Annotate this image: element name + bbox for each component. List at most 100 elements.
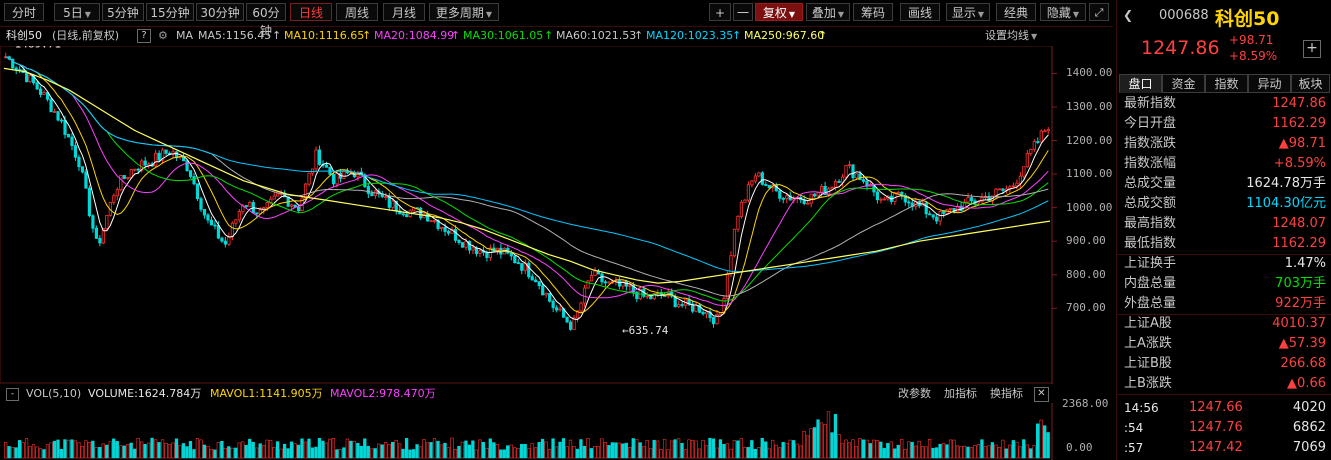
- volume-bar: [28, 446, 32, 459]
- candle-body: [1029, 148, 1033, 154]
- candle-body: [527, 262, 531, 278]
- volume-bar: [575, 448, 580, 459]
- candle-body: [387, 196, 391, 208]
- tab-daily[interactable]: 日线: [290, 3, 332, 21]
- tab-sector[interactable]: 板块: [1291, 74, 1330, 93]
- mavol2-value: MAVOL2:978.470万: [330, 387, 436, 400]
- adjust-rights-button[interactable]: 复权 ▼: [755, 3, 803, 21]
- volume-bar: [331, 438, 336, 459]
- volume-bar: [903, 449, 907, 459]
- price-tick-label: 1100.00: [1066, 167, 1113, 181]
- candle-body: [206, 214, 210, 221]
- candle-body: [112, 195, 116, 203]
- volume-bar: [1039, 419, 1043, 459]
- volume-bar: [87, 442, 91, 459]
- volume-bar: [324, 442, 329, 459]
- tab-60min[interactable]: 60分钟: [246, 3, 286, 38]
- add-watchlist-icon[interactable]: +: [1303, 40, 1321, 58]
- quote-row-value: 1624.78万手: [1246, 176, 1326, 191]
- back-arrow-icon[interactable]: ❮: [1123, 8, 1134, 22]
- volume-bar: [711, 438, 716, 459]
- display-button[interactable]: 显示 ▼: [946, 3, 990, 21]
- volume-bar: [579, 439, 583, 459]
- candle-body: [631, 284, 635, 293]
- edit-params-button[interactable]: 改参数: [898, 387, 931, 400]
- volume-bar: [272, 447, 276, 459]
- zoom-out-button[interactable]: 一: [733, 3, 753, 21]
- candle-body: [237, 211, 241, 221]
- candle-body: [837, 181, 841, 183]
- candle-body: [572, 317, 576, 330]
- candle-body: [907, 201, 911, 204]
- candle-body: [255, 212, 259, 215]
- volume-bar: [722, 443, 726, 459]
- tab-capital[interactable]: 资金: [1162, 74, 1205, 93]
- volume-bar: [289, 441, 294, 459]
- ma-settings-button[interactable]: 设置均线 ▼: [985, 29, 1038, 42]
- candle-body: [746, 184, 751, 201]
- up-arrow-icon: ↑: [272, 29, 282, 42]
- candle-body: [467, 240, 472, 251]
- candle-body: [820, 185, 824, 194]
- volume-bar: [568, 439, 573, 459]
- volume-bar: [387, 444, 391, 459]
- candle-body: [896, 191, 900, 194]
- zoom-in-button[interactable]: +: [709, 3, 731, 21]
- minimize-icon[interactable]: -: [6, 388, 19, 401]
- candlestick-chart[interactable]: ←1489.71 ←635.74: [0, 46, 1113, 384]
- overlay-button[interactable]: 叠加 ▼: [806, 3, 850, 21]
- candle-body: [433, 220, 437, 222]
- quote-row-value: ▲0.66: [1287, 376, 1326, 391]
- volume-bar: [101, 443, 105, 459]
- index-name: 科创50: [6, 29, 42, 42]
- add-indicator-button[interactable]: 加指标: [944, 387, 977, 400]
- volume-bar: [115, 441, 119, 459]
- close-icon[interactable]: ✕: [1034, 387, 1049, 402]
- tab-monthly[interactable]: 月线: [383, 3, 425, 21]
- tab-index[interactable]: 指数: [1205, 74, 1248, 93]
- volume-bar: [715, 447, 719, 459]
- volume-bar: [268, 440, 273, 459]
- tab-more-periods[interactable]: 更多周期 ▼: [429, 3, 499, 21]
- hide-button[interactable]: 隐藏 ▼: [1040, 3, 1086, 21]
- up-arrow-icon: ↑: [362, 29, 372, 42]
- candle-body: [391, 200, 395, 208]
- tab-15min[interactable]: 15分钟: [146, 3, 194, 21]
- volume-bar: [572, 446, 576, 459]
- volume-bar: [181, 443, 186, 459]
- candle-body: [739, 201, 744, 217]
- volume-bar: [980, 439, 984, 459]
- draw-line-button[interactable]: 画线: [900, 3, 940, 21]
- volume-bar: [216, 442, 220, 459]
- candle-body: [928, 213, 932, 216]
- quote-row: 上A涨跌 ▲57.39: [1117, 334, 1331, 354]
- tab-30min[interactable]: 30分钟: [196, 3, 244, 21]
- classic-button[interactable]: 经典: [996, 3, 1036, 21]
- quote-row-value: ▲98.71: [1278, 136, 1326, 151]
- tab-orderbook[interactable]: 盘口: [1119, 74, 1162, 93]
- tab-5day[interactable]: 5日 ▼: [54, 3, 100, 21]
- tab-5min[interactable]: 5分钟: [102, 3, 144, 21]
- tab-anomaly[interactable]: 异动: [1248, 74, 1291, 93]
- quote-row-value: 1247.86: [1272, 96, 1326, 111]
- gear-icon[interactable]: ⚙: [158, 29, 168, 42]
- candle-body: [443, 226, 447, 232]
- tab-intraday[interactable]: 分时: [4, 3, 44, 21]
- low-price-label: ←635.74: [622, 324, 669, 337]
- tab-weekly[interactable]: 周线: [336, 3, 378, 21]
- volume-chart: [4, 403, 1053, 460]
- help-icon[interactable]: ?: [137, 29, 151, 43]
- candle-body: [52, 111, 57, 113]
- fullscreen-icon[interactable]: ⤢: [1089, 3, 1109, 21]
- volume-bar: [509, 444, 513, 459]
- candle-body: [101, 228, 105, 244]
- volume-bar: [823, 424, 827, 459]
- chevron-down-icon: ▼: [977, 10, 985, 19]
- chips-button[interactable]: 筹码: [853, 3, 893, 21]
- candle-body: [94, 227, 98, 239]
- candle-body: [621, 280, 625, 287]
- volume-bar: [411, 449, 416, 459]
- switch-indicator-button[interactable]: 换指标: [990, 387, 1023, 400]
- quote-row-label: 上证换手: [1124, 256, 1177, 271]
- quote-row-label: 上证B股: [1124, 356, 1172, 371]
